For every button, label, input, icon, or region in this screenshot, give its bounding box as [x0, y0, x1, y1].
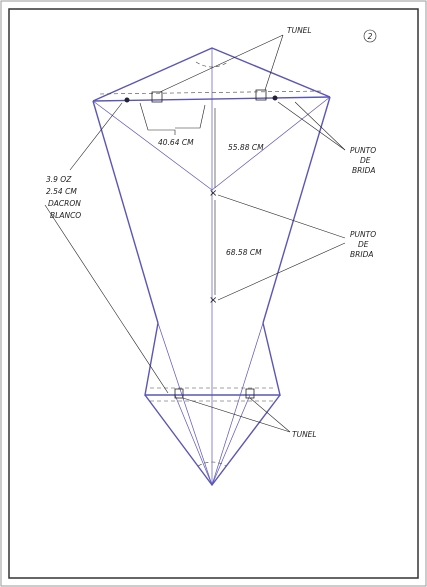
page-border [1, 1, 426, 586]
dimension-label: 68.58 CM [226, 248, 262, 257]
page: 2 × × [0, 0, 427, 587]
line: 2.54 CM [46, 187, 77, 196]
page-number: 2 [368, 32, 373, 41]
line: PUNTO [350, 146, 376, 155]
line: BRIDA [352, 166, 375, 175]
bridle-cross: × [209, 188, 217, 199]
bridle-point [125, 98, 130, 103]
line: BLANCO [50, 211, 81, 220]
bridle-cross: × [209, 295, 217, 306]
dimension-label: 40.64 CM [158, 138, 194, 147]
line: DACRON [48, 199, 81, 208]
tunnel-label: TUNEL [287, 26, 312, 35]
tunnel-label: TUNEL [292, 430, 317, 439]
line: 3.9 OZ [46, 175, 72, 184]
line: DE [358, 240, 369, 249]
line: BRIDA [350, 250, 373, 259]
line: DE [360, 156, 371, 165]
dimension-label: 55.88 CM [228, 143, 264, 152]
line: PUNTO [350, 230, 376, 239]
bridle-point [273, 96, 278, 101]
